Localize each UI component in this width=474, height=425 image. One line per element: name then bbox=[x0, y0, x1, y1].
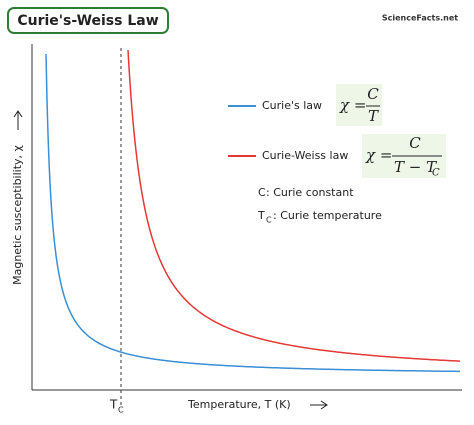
curie-curve bbox=[45, 53, 460, 373]
note-text: : Curie constant bbox=[266, 186, 354, 199]
curie-weiss-curve bbox=[127, 49, 460, 362]
formula-lhs: χ = bbox=[339, 96, 366, 114]
formula-lhs: χ = bbox=[365, 146, 392, 164]
legend-label: Curie-Weiss law bbox=[262, 149, 348, 162]
formula-num: C bbox=[367, 85, 379, 103]
x-arrow bbox=[310, 400, 328, 410]
y-axis-label: Magnetic susceptibility, χ bbox=[11, 144, 24, 284]
note-symbol: C bbox=[258, 186, 266, 199]
y-arrow bbox=[13, 110, 23, 130]
x-tick-sub: C bbox=[118, 406, 124, 415]
formula-den: T − T bbox=[394, 158, 437, 176]
legend-label: Curie's law bbox=[262, 99, 322, 112]
formula-box bbox=[336, 84, 382, 126]
note-sub: C bbox=[266, 216, 272, 225]
formula-num: C bbox=[409, 134, 421, 152]
x-axis-label: Temperature, T (K) bbox=[187, 398, 291, 411]
x-tick: T bbox=[109, 398, 118, 412]
note-symbol: T bbox=[257, 209, 265, 222]
title: Curie's-Weiss Law bbox=[17, 13, 158, 29]
formula-den-sub: C bbox=[432, 168, 440, 179]
title-box bbox=[7, 7, 169, 34]
formula-den: T bbox=[368, 107, 379, 125]
note-text: : Curie temperature bbox=[273, 209, 382, 222]
logo: ScienceFacts.net bbox=[382, 14, 458, 23]
